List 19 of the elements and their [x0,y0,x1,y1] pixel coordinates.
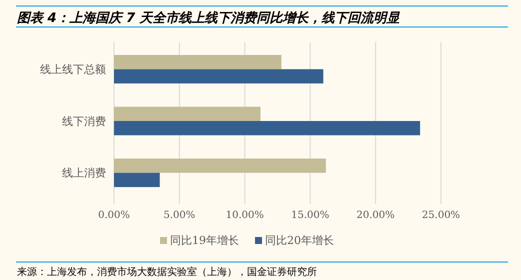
legend-label: 同比19年增长 [170,234,239,247]
x-tick-label: 20.00% [356,210,395,221]
chart-title: 图表 4：上海国庆 7 天全市线上线下消费同比增长，线下回流明显 [17,10,401,26]
x-tick-label: 5.00% [164,210,196,221]
x-tick-label: 10.00% [226,210,264,221]
x-tick-label: 15.00% [291,210,330,221]
legend-label: 同比20年增长 [265,234,334,247]
x-tick-label: 0.00% [98,210,130,221]
bar [114,106,260,121]
x-tick-label: 25.00% [422,210,460,221]
y-tick-label: 线上线下总额 [40,63,106,76]
bar [114,158,326,173]
bar [114,69,324,84]
bar [114,172,160,188]
bar [114,54,282,70]
bar [114,121,420,136]
source-note: 来源：上海发布，消费市场大数据实验室（上海），国金证券研究所 [17,266,317,278]
y-tick-label: 线上消费 [62,166,106,180]
y-tick-label: 线下消费 [62,114,106,128]
